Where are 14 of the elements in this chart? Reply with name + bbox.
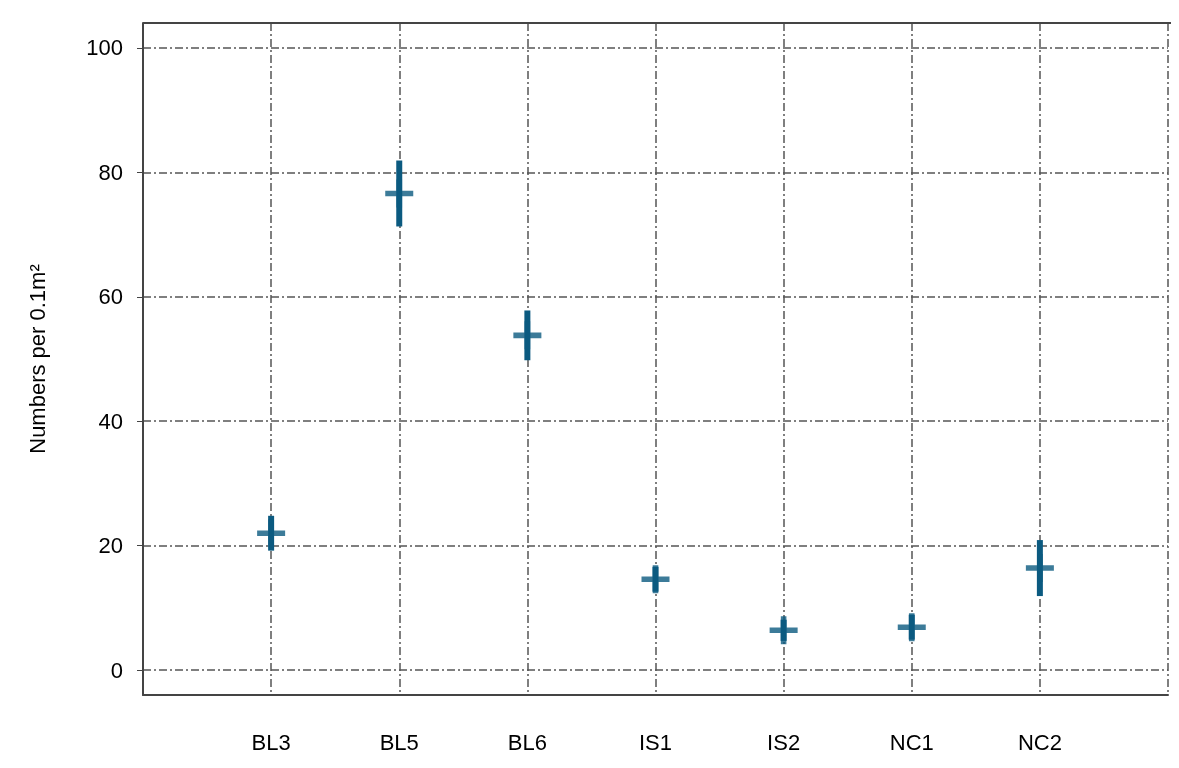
x-tick-label: IS2 <box>767 729 801 755</box>
x-tick-label: BL6 <box>507 729 547 755</box>
x-tick-label: BL5 <box>379 729 419 755</box>
x-tick-label: IS1 <box>638 729 673 755</box>
y-tick-label: 20 <box>98 533 123 559</box>
x-tick-label: NC2 <box>1017 729 1062 755</box>
y-tick-label: 0 <box>110 657 123 683</box>
y-tick-label: 60 <box>98 284 123 310</box>
y-tick-label: 100 <box>86 35 123 61</box>
y-axis-title: Numbers per 0.1m² <box>24 264 50 454</box>
y-tick-label: 80 <box>98 159 123 185</box>
x-tick-label: NC1 <box>889 729 934 755</box>
x-tick-label: BL3 <box>251 729 291 755</box>
y-tick-label: 40 <box>98 408 123 434</box>
